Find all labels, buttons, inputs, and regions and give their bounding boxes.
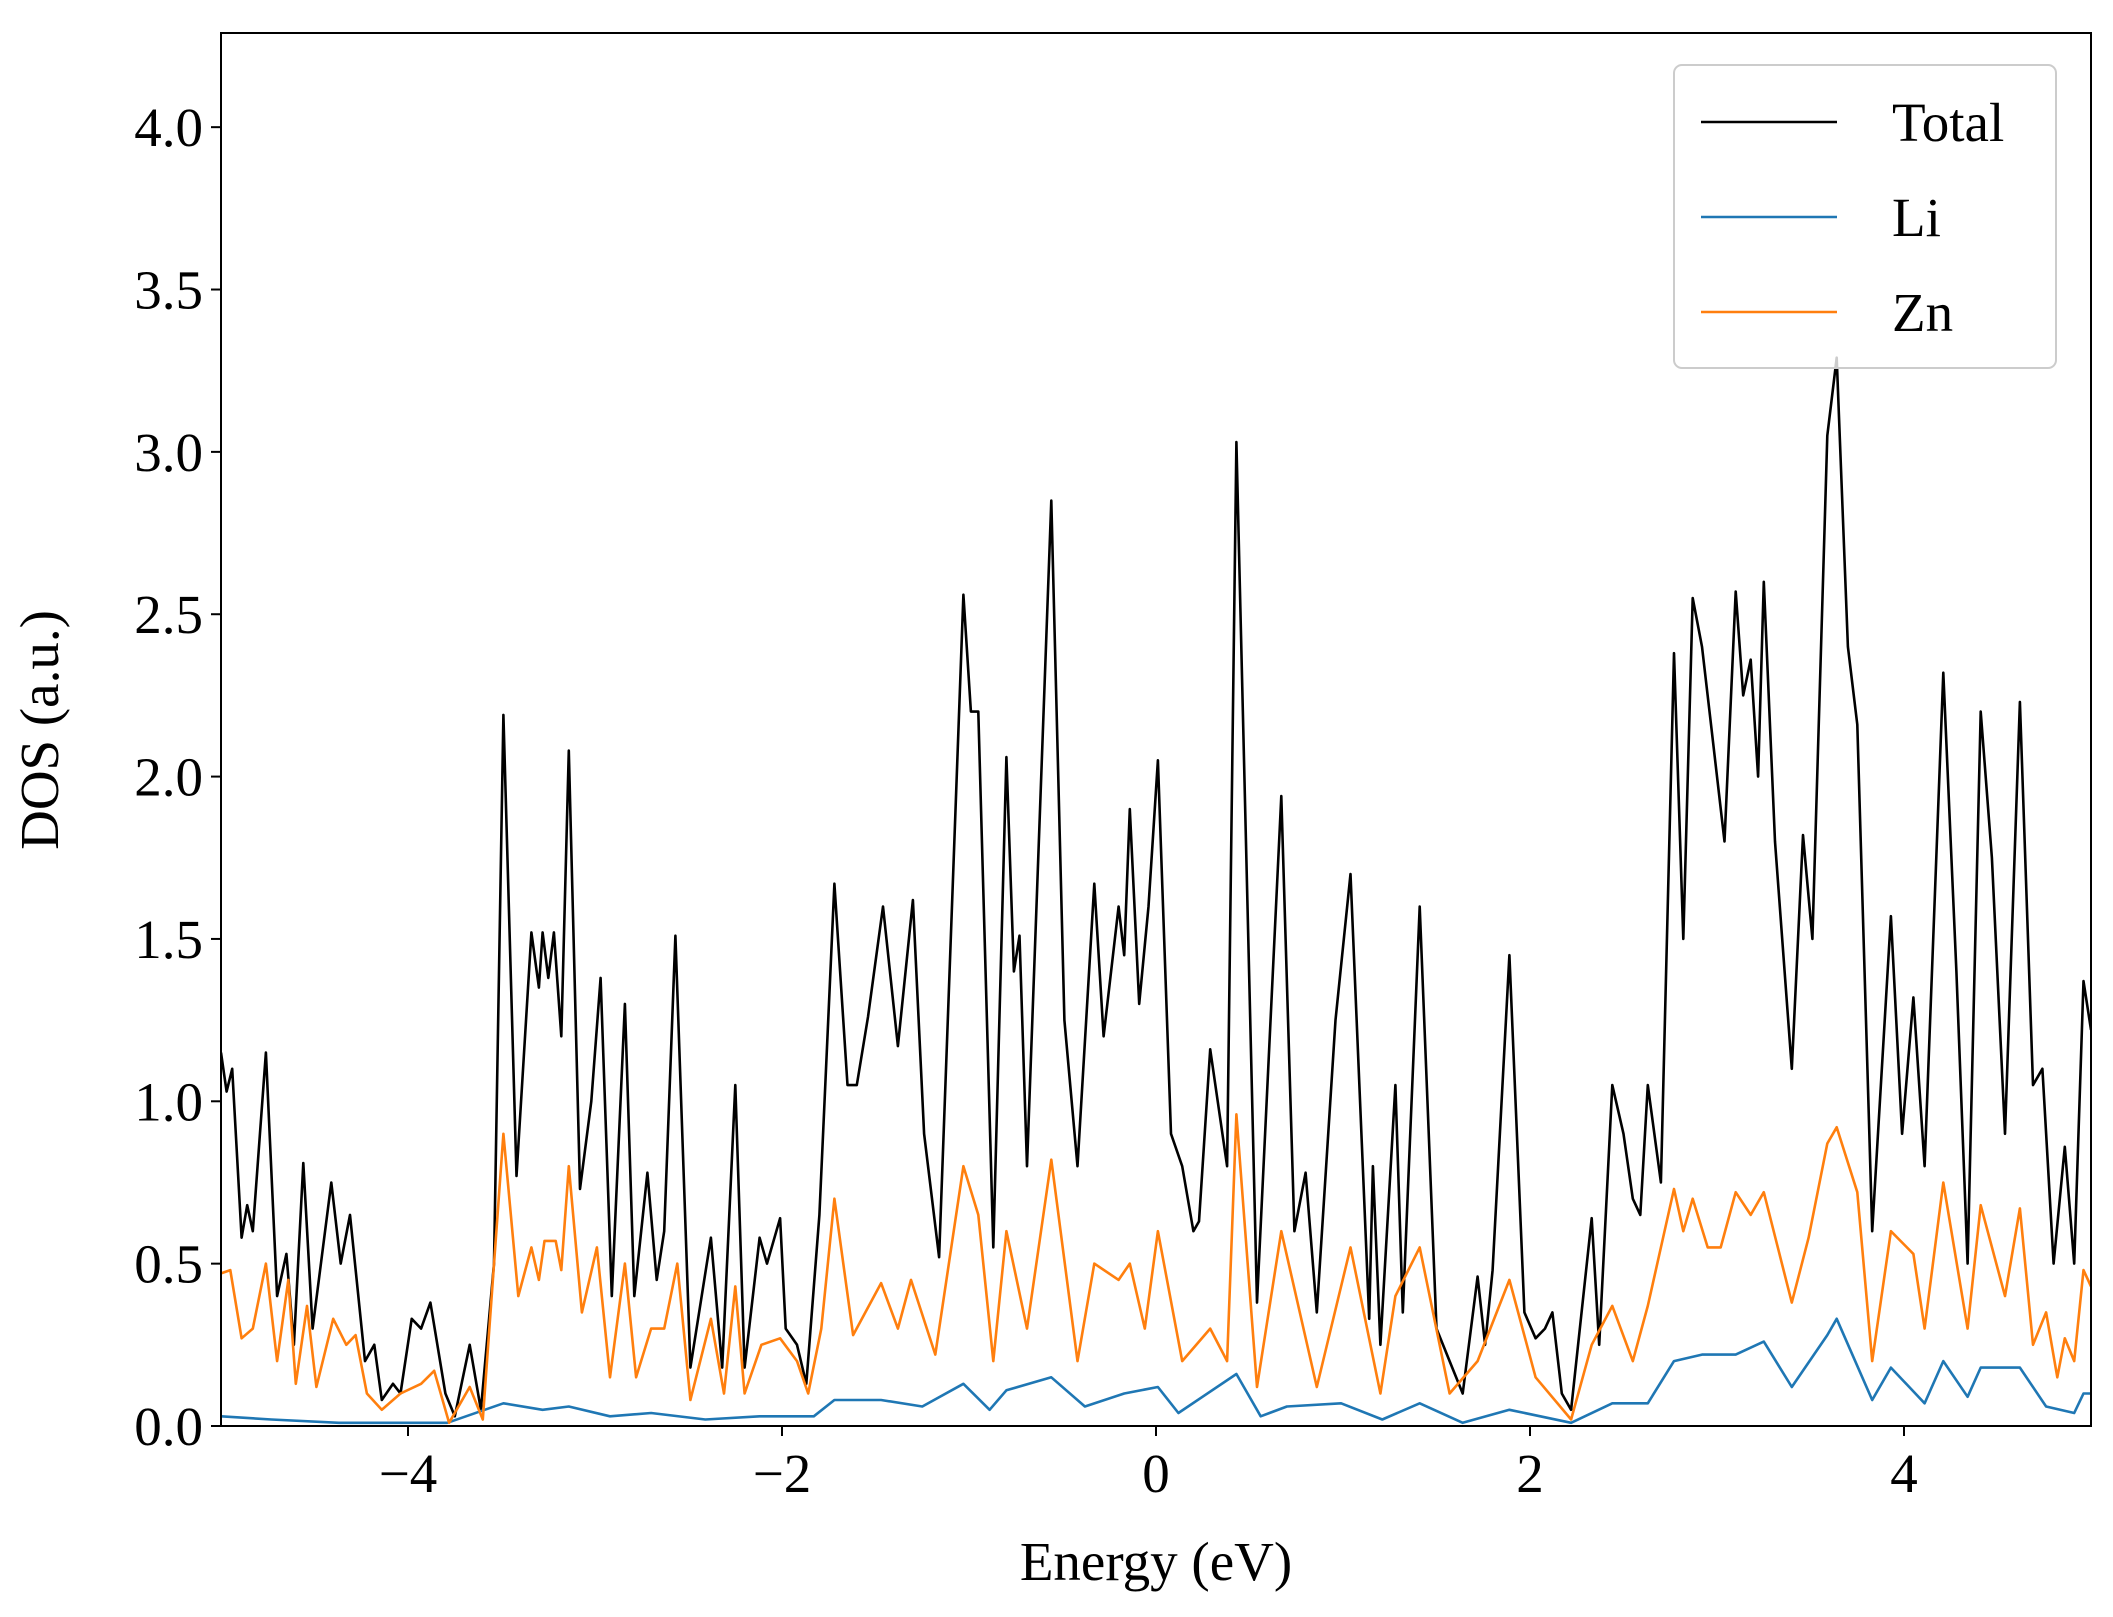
y-tick-label: 1.5 [134,909,203,970]
y-tick-label: 0.5 [134,1234,203,1295]
x-tick-label: 0 [1142,1443,1170,1504]
x-tick-label: −2 [753,1443,812,1504]
y-tick-label: 2.0 [134,747,203,808]
data-line [221,356,2091,1418]
y-tick-label: 4.0 [134,97,203,158]
x-tick-label: 4 [1890,1443,1918,1504]
y-axis-label: DOS (a.u.) [9,610,70,850]
x-tick-label: 2 [1516,1443,1544,1504]
legend-label: Li [1892,187,1941,248]
plot-frame [220,32,2092,1427]
y-tick-label: 2.5 [134,584,203,645]
x-tick-label: −4 [379,1443,438,1504]
data-line [221,1317,2091,1425]
y-tick-label: 1.0 [134,1071,203,1132]
legend-label: Zn [1892,282,1953,343]
y-tick-label: 3.0 [134,422,203,483]
legend-label: Total [1892,92,2004,153]
legend-box [1673,64,2057,369]
y-tick-label: 3.5 [134,260,203,321]
data-line [221,1113,2091,1425]
x-axis-label: Energy (eV) [1020,1531,1292,1592]
y-tick-label: 0.0 [134,1396,203,1457]
